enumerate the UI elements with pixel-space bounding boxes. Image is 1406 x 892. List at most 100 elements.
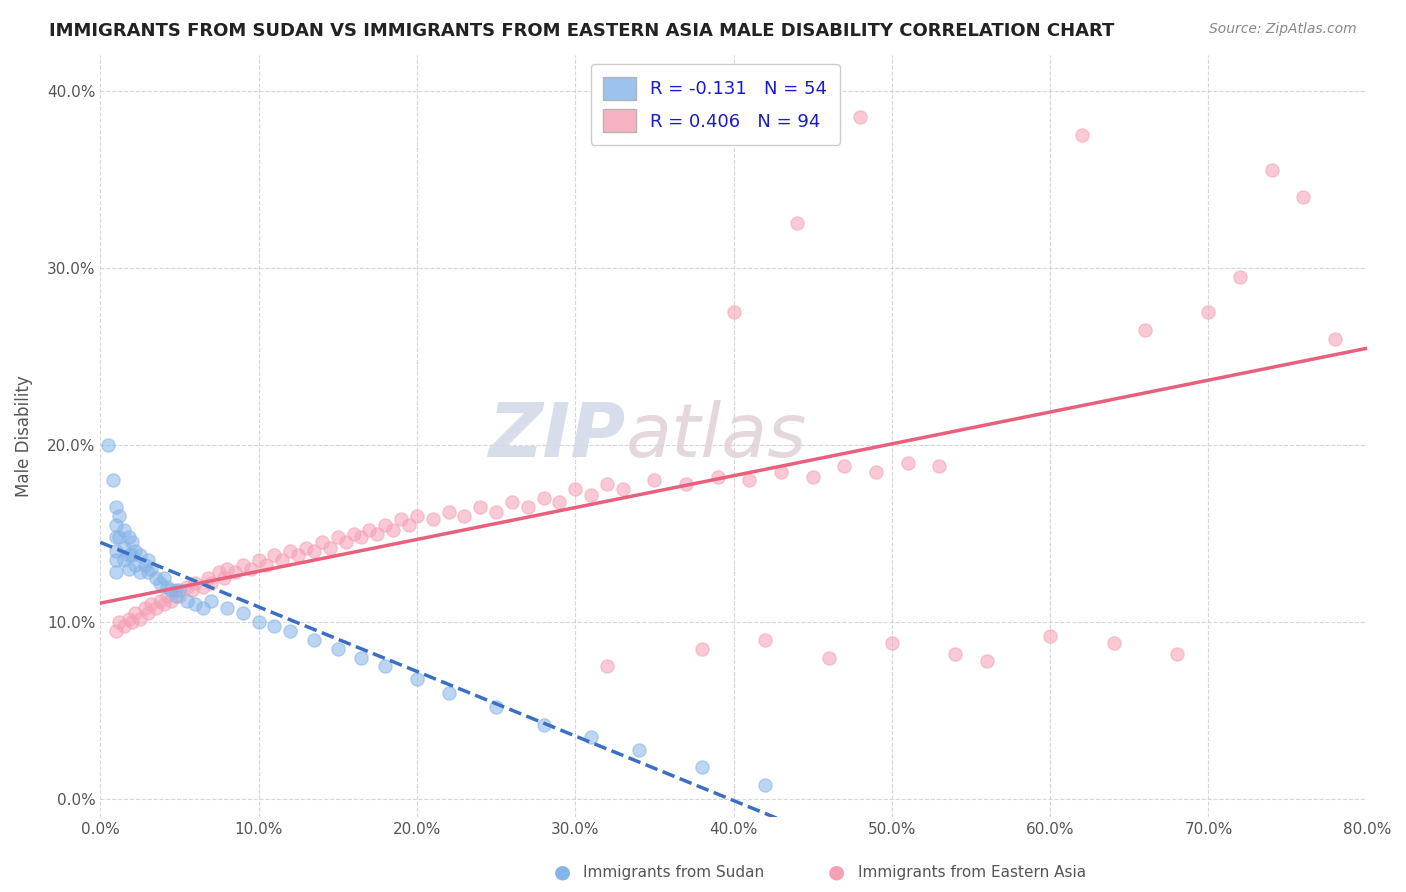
Point [470, 500, 492, 514]
Point [105, 566, 128, 580]
Point [302, 632, 325, 647]
Point [208, 566, 231, 580]
Point [191, 580, 214, 594]
Point [247, 615, 270, 629]
Point [145, 571, 167, 585]
Point [485, 505, 508, 519]
Point [121, 548, 143, 562]
Point [136, 606, 159, 620]
Point [118, 611, 141, 625]
Point [108, 508, 131, 523]
Point [212, 571, 235, 585]
Point [1261, 163, 1284, 178]
Point [627, 742, 650, 756]
Point [437, 505, 460, 519]
Point [215, 562, 238, 576]
Point [706, 470, 728, 484]
Point [834, 459, 856, 474]
Text: atlas: atlas [626, 401, 807, 472]
Point [1102, 636, 1125, 650]
Point [690, 641, 713, 656]
Point [612, 482, 634, 496]
Point [156, 580, 179, 594]
Point [215, 601, 238, 615]
Point [134, 558, 156, 573]
Point [382, 523, 405, 537]
Point [101, 474, 124, 488]
Text: Immigrants from Eastern Asia: Immigrants from Eastern Asia [858, 865, 1085, 880]
Point [359, 523, 381, 537]
Point [136, 566, 159, 580]
Point [1292, 190, 1315, 204]
Point [118, 530, 141, 544]
Point [176, 580, 198, 594]
Point [1070, 128, 1092, 142]
Point [232, 606, 254, 620]
Point [302, 544, 325, 558]
Point [769, 465, 792, 479]
Point [112, 553, 135, 567]
Point [224, 566, 246, 580]
Point [976, 654, 998, 668]
Point [437, 686, 460, 700]
Point [118, 562, 141, 576]
Point [326, 641, 349, 656]
Point [156, 589, 179, 603]
Point [105, 553, 128, 567]
Point [112, 618, 135, 632]
Point [112, 541, 135, 555]
Point [1039, 629, 1062, 643]
Point [754, 632, 776, 647]
Point [128, 566, 150, 580]
Text: Immigrants from Sudan: Immigrants from Sudan [583, 865, 765, 880]
Point [152, 571, 174, 585]
Point [145, 601, 167, 615]
Point [335, 535, 357, 549]
Point [263, 618, 285, 632]
Point [181, 583, 204, 598]
Point [200, 594, 222, 608]
Point [1324, 332, 1347, 346]
Point [485, 700, 508, 714]
Point [501, 494, 523, 508]
Text: Source: ZipAtlas.com: Source: ZipAtlas.com [1209, 22, 1357, 37]
Point [738, 474, 761, 488]
Point [326, 530, 349, 544]
Point [160, 594, 183, 608]
Point [232, 558, 254, 573]
Point [801, 470, 824, 484]
Point [643, 128, 665, 142]
Point [453, 508, 475, 523]
Point [149, 594, 172, 608]
Point [247, 553, 270, 567]
Point [139, 598, 162, 612]
Point [406, 672, 429, 686]
Point [108, 530, 131, 544]
Point [817, 650, 839, 665]
Point [105, 530, 128, 544]
Point [754, 778, 776, 792]
Point [121, 615, 143, 629]
Point [398, 517, 420, 532]
Point [374, 659, 396, 673]
Point [548, 494, 571, 508]
Point [1133, 323, 1156, 337]
Point [184, 576, 207, 591]
Point [389, 512, 412, 526]
Point [943, 647, 966, 661]
Point [880, 636, 903, 650]
Text: ZIP: ZIP [489, 400, 626, 473]
Point [169, 583, 191, 598]
Point [342, 526, 364, 541]
Point [643, 474, 665, 488]
Point [723, 305, 745, 319]
Point [311, 535, 333, 549]
Y-axis label: Male Disability: Male Disability [15, 376, 32, 497]
Point [849, 110, 872, 124]
Point [374, 517, 396, 532]
Point [278, 624, 301, 638]
Point [897, 456, 920, 470]
Point [865, 465, 887, 479]
Point [197, 571, 219, 585]
Point [165, 589, 187, 603]
